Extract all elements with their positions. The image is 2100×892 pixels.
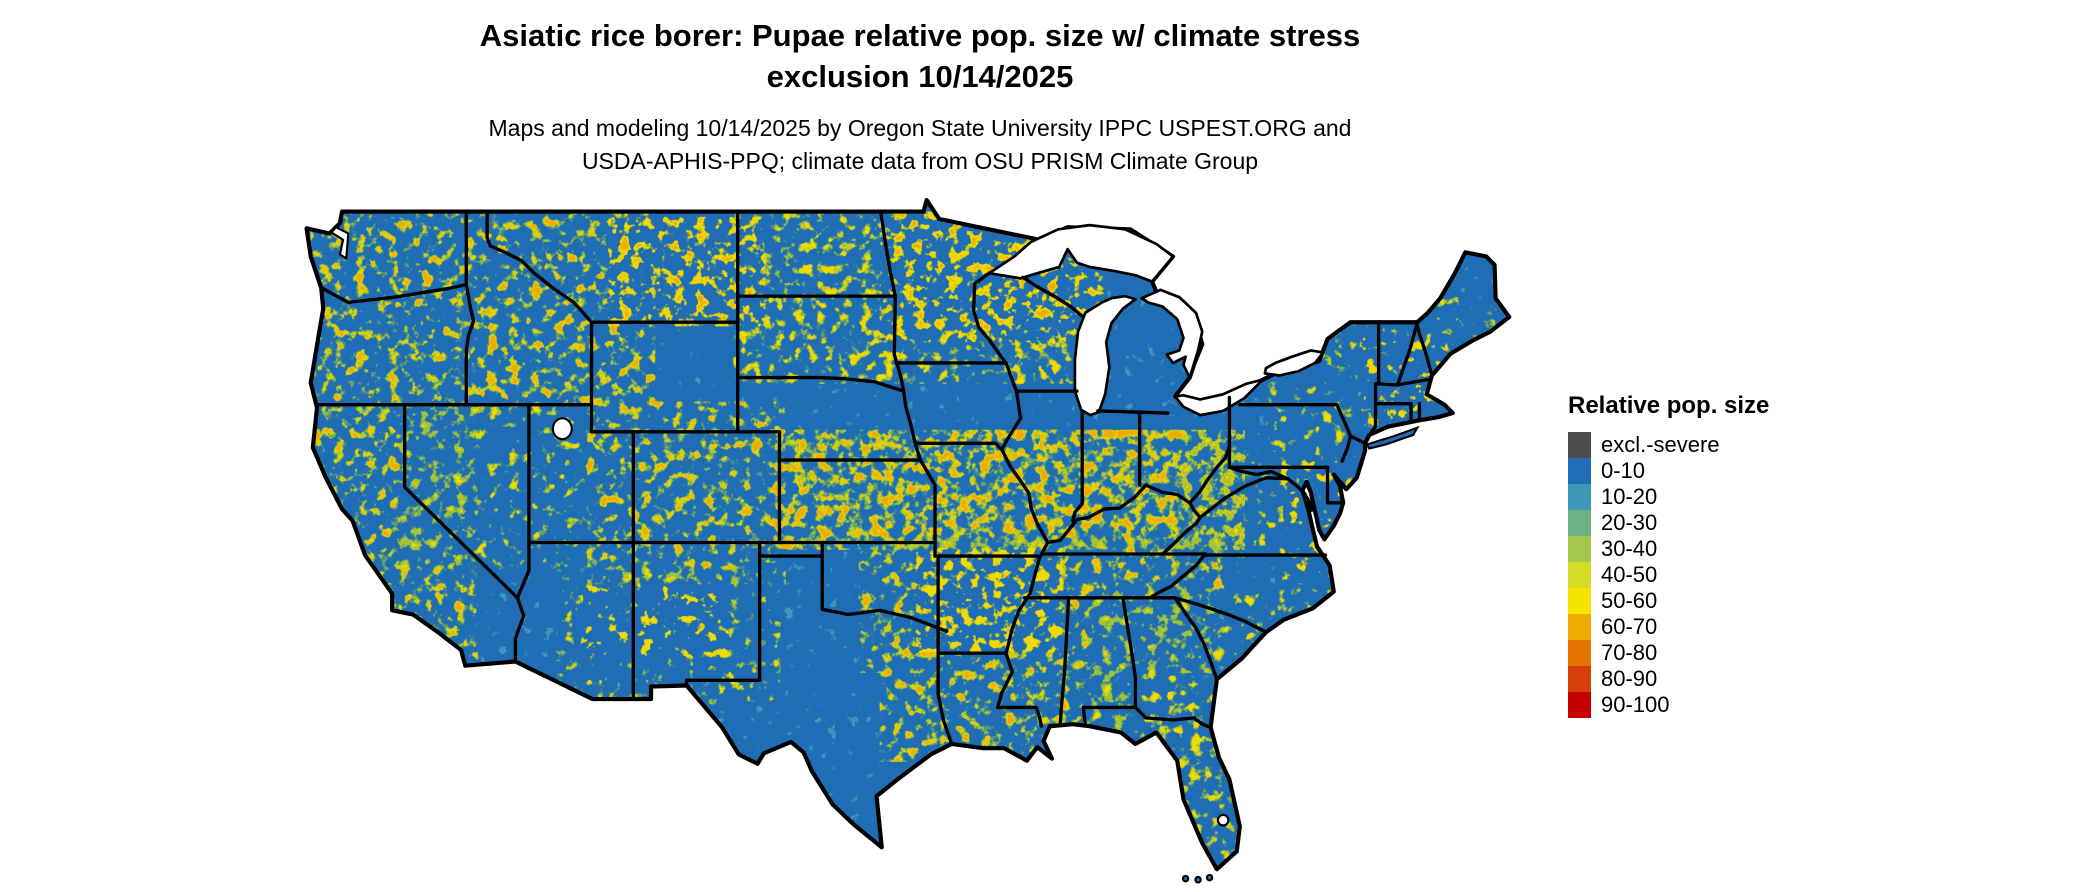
legend-swatch [1568, 510, 1591, 536]
legend-item: 10-20 [1568, 484, 1769, 510]
puget-sound [330, 226, 350, 260]
legend-label: 10-20 [1601, 484, 1658, 509]
legend-label: excl.-severe [1601, 432, 1720, 457]
map-title-line1: Asiatic rice borer: Pupae relative pop. … [479, 18, 1361, 53]
legend-label: 80-90 [1601, 666, 1658, 691]
map-subtitle: Maps and modeling 10/14/2025 by Oregon S… [240, 112, 1600, 179]
lake-huron [1140, 288, 1204, 379]
legend-item: 90-100 [1568, 692, 1769, 718]
legend-label: 90-100 [1601, 692, 1670, 717]
legend-items: excl.-severe 0-10 10-20 20-30 30-40 40-50 50-6… [1568, 432, 1769, 718]
legend-item: 80-90 [1568, 666, 1769, 692]
map-title-line2: exclusion 10/14/2025 [766, 58, 1074, 94]
us-map [300, 198, 1522, 892]
legend-label: 40-50 [1601, 562, 1658, 587]
legend-item: 30-40 [1568, 536, 1769, 562]
legend-title: Relative pop. size [1568, 392, 1770, 419]
legend-label: 30-40 [1601, 536, 1658, 561]
legend-label: 20-30 [1601, 510, 1658, 535]
legend-item: 70-80 [1568, 640, 1769, 666]
map-subtitle-line2: USDA-APHIS-PPQ; climate data from OSU PR… [581, 148, 1259, 175]
long-island [1365, 425, 1420, 450]
legend-item: 60-70 [1568, 614, 1769, 640]
florida-keys [1181, 874, 1190, 883]
state-borders [315, 209, 1434, 746]
lake-ontario [1263, 349, 1325, 377]
map-title: Asiatic rice borer: Pupae relative pop. … [240, 16, 1600, 98]
us-map-svg [304, 198, 1512, 884]
legend-swatch [1568, 640, 1591, 666]
legend-swatch [1568, 458, 1591, 484]
legend-swatch [1568, 692, 1591, 718]
great-lakes [330, 223, 1325, 827]
legend-item: 50-60 [1568, 588, 1769, 614]
legend-label: 50-60 [1601, 588, 1658, 613]
florida-keys [1194, 875, 1202, 884]
coastal-islands [1181, 425, 1420, 884]
lake-michigan [1073, 294, 1137, 417]
legend-item: 0-10 [1568, 458, 1769, 484]
legend-swatch [1568, 536, 1591, 562]
great-salt-lake [551, 417, 573, 441]
legend-swatch [1568, 614, 1591, 640]
legend-swatch [1568, 562, 1591, 588]
legend-swatch [1568, 432, 1591, 458]
map-header: Asiatic rice borer: Pupae relative pop. … [240, 16, 1600, 179]
legend-swatch [1568, 666, 1591, 692]
legend-label: 70-80 [1601, 640, 1658, 665]
map-subtitle-line1: Maps and modeling 10/14/2025 by Oregon S… [488, 114, 1352, 141]
legend-item: 40-50 [1568, 562, 1769, 588]
legend-item: excl.-severe [1568, 432, 1769, 458]
legend-swatch [1568, 484, 1591, 510]
lake-superior [987, 223, 1175, 283]
legend-item: 20-30 [1568, 510, 1769, 536]
lake-erie [1173, 378, 1265, 417]
florida-keys [1205, 873, 1214, 882]
legend-label: 0-10 [1601, 458, 1646, 483]
lake-okeechobee [1216, 813, 1230, 827]
legend-swatch [1568, 588, 1591, 614]
legend: Relative pop. size excl.-severe 0-10 10-20… [1568, 392, 1769, 718]
legend-label: 60-70 [1601, 614, 1658, 639]
